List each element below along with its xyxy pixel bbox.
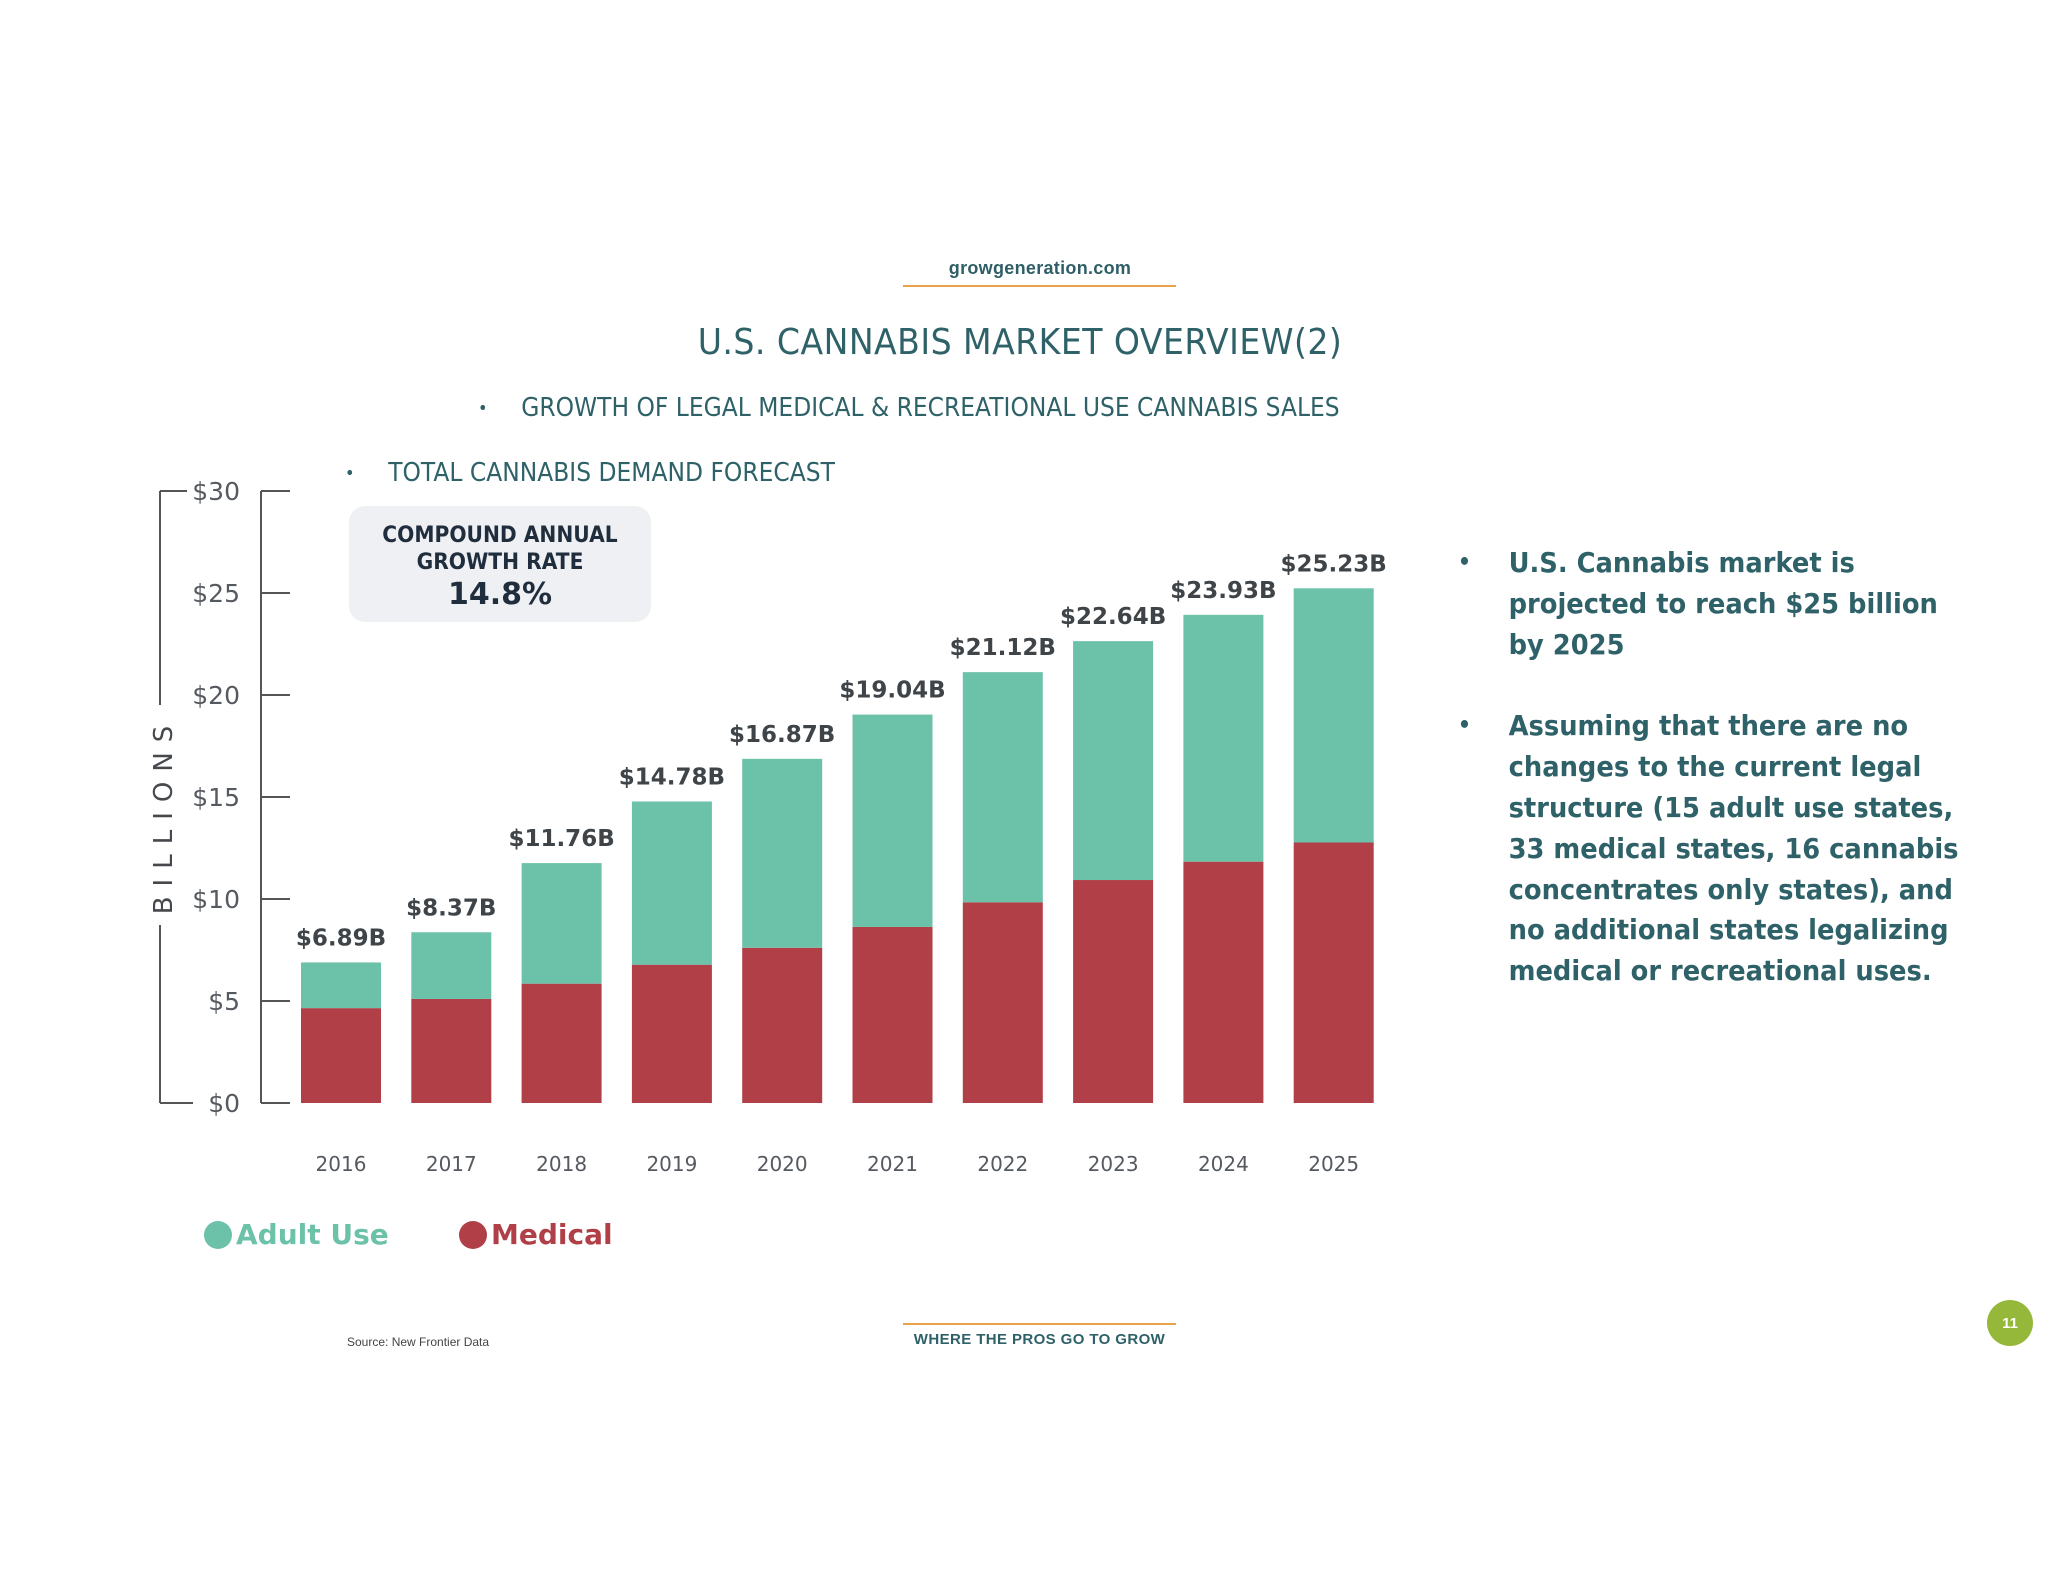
bar-medical-2024	[1183, 861, 1264, 1103]
bar-adult-use-2022	[962, 672, 1043, 903]
bar-medical-2016	[301, 1008, 381, 1103]
x-tick-label-2022: 2022	[977, 1152, 1028, 1176]
cagr-callout: COMPOUND ANNUAL GROWTH RATE 14.8%	[349, 506, 651, 622]
y-tick-label: $30	[192, 477, 240, 506]
medical-swatch-icon	[459, 1220, 487, 1249]
key-points: • U.S. Cannabis market is projected to re…	[1458, 543, 2018, 1033]
x-tick-label-2017: 2017	[426, 1152, 477, 1176]
y-tick-label: $0	[208, 1089, 240, 1118]
x-tick-label-2023: 2023	[1088, 1152, 1139, 1176]
legend-label: Adult Use	[236, 1218, 389, 1251]
x-tick-label-2020: 2020	[757, 1152, 808, 1176]
data-label-2024: $23.93B	[1170, 578, 1276, 604]
legend-label: Medical	[491, 1218, 613, 1251]
data-label-2022: $21.12B	[950, 635, 1056, 661]
data-label-2018: $11.76B	[508, 826, 614, 852]
bar-medical-2018	[521, 983, 602, 1103]
bar-medical-2025	[1293, 842, 1374, 1103]
bar-adult-use-2023	[1073, 641, 1154, 881]
data-label-2016: $6.89B	[296, 925, 386, 951]
source-note: Source: New Frontier Data	[347, 1335, 490, 1349]
x-tick-label-2016: 2016	[316, 1152, 367, 1176]
bar-medical-2023	[1073, 880, 1154, 1103]
data-label-2019: $14.78B	[619, 764, 725, 790]
cagr-label-line2: GROWTH RATE	[416, 550, 584, 575]
x-tick-label-2018: 2018	[536, 1152, 587, 1176]
bar-adult-use-2024	[1183, 614, 1264, 862]
y-tick-label: $25	[192, 579, 240, 608]
bar-medical-2017	[411, 998, 492, 1103]
y-tick-label: $5	[208, 987, 240, 1016]
header-divider	[903, 285, 1176, 287]
bar-adult-use-2021	[852, 714, 933, 927]
y-axis: BILLIONS	[149, 490, 262, 1104]
site-url: growgeneration.com	[948, 258, 1132, 278]
bar-medical-2021	[852, 926, 933, 1103]
bullet-icon: •	[478, 398, 488, 419]
bar-medical-2019	[631, 964, 712, 1103]
bullet-icon: •	[1458, 550, 1471, 575]
legend-adult-use: Adult Use	[204, 1218, 389, 1251]
page-title: U.S. CANNABIS MARKET OVERVIEW(2)	[697, 322, 1343, 363]
y-tick-label: $20	[192, 681, 240, 710]
data-label-2021: $19.04B	[839, 678, 945, 704]
subtitle-text: GROWTH OF LEGAL MEDICAL & RECREATIONAL U…	[521, 393, 1340, 423]
bar-medical-2022	[962, 902, 1043, 1103]
bar-adult-use-2017	[411, 932, 492, 999]
subtitle-growth: • GROWTH OF LEGAL MEDICAL & RECREATIONAL …	[478, 393, 1340, 423]
cagr-value: 14.8%	[447, 577, 553, 612]
data-label-2025: $25.23B	[1281, 551, 1387, 577]
footer-divider	[903, 1323, 1176, 1325]
x-tick-label-2025: 2025	[1308, 1152, 1359, 1176]
data-label-2017: $8.37B	[406, 895, 496, 921]
subtitle-text: TOTAL CANNABIS DEMAND FORECAST	[388, 458, 835, 488]
bullet-icon: •	[1458, 713, 1471, 739]
subtitle-forecast: • TOTAL CANNABIS DEMAND FORECAST	[345, 458, 835, 488]
bar-adult-use-2020	[742, 758, 823, 948]
x-tick-label-2024: 2024	[1198, 1152, 1249, 1176]
x-tick-label-2021: 2021	[867, 1152, 918, 1176]
y-tick-label: $10	[192, 885, 240, 914]
key-point-text: U.S. Cannabis market is projected to rea…	[1508, 546, 1938, 661]
bar-medical-2020	[742, 947, 823, 1103]
x-tick-label-2019: 2019	[646, 1152, 697, 1176]
bullet-icon: •	[345, 463, 355, 484]
key-point-text: Assuming that there are no changes to th…	[1508, 709, 1959, 988]
data-label-2020: $16.87B	[729, 722, 835, 748]
bar-adult-use-2019	[631, 801, 712, 965]
adult-use-swatch-icon	[204, 1220, 232, 1249]
cagr-label-line1: COMPOUND ANNUAL	[382, 523, 618, 548]
bar-adult-use-2016	[301, 962, 381, 1009]
legend-medical: Medical	[459, 1218, 613, 1251]
data-label-2023: $22.64B	[1060, 604, 1166, 630]
y-tick-label: $15	[192, 783, 240, 812]
y-axis-title: BILLIONS	[149, 716, 179, 915]
page-number-badge: 11	[1987, 1300, 2033, 1346]
key-point: • Assuming that there are no changes to t…	[1458, 706, 1973, 992]
bar-adult-use-2018	[521, 863, 602, 984]
key-point: • U.S. Cannabis market is projected to re…	[1458, 543, 1973, 665]
bar-adult-use-2025	[1293, 588, 1374, 843]
footer-tagline: WHERE THE PROS GO TO GROW	[913, 1331, 1166, 1348]
